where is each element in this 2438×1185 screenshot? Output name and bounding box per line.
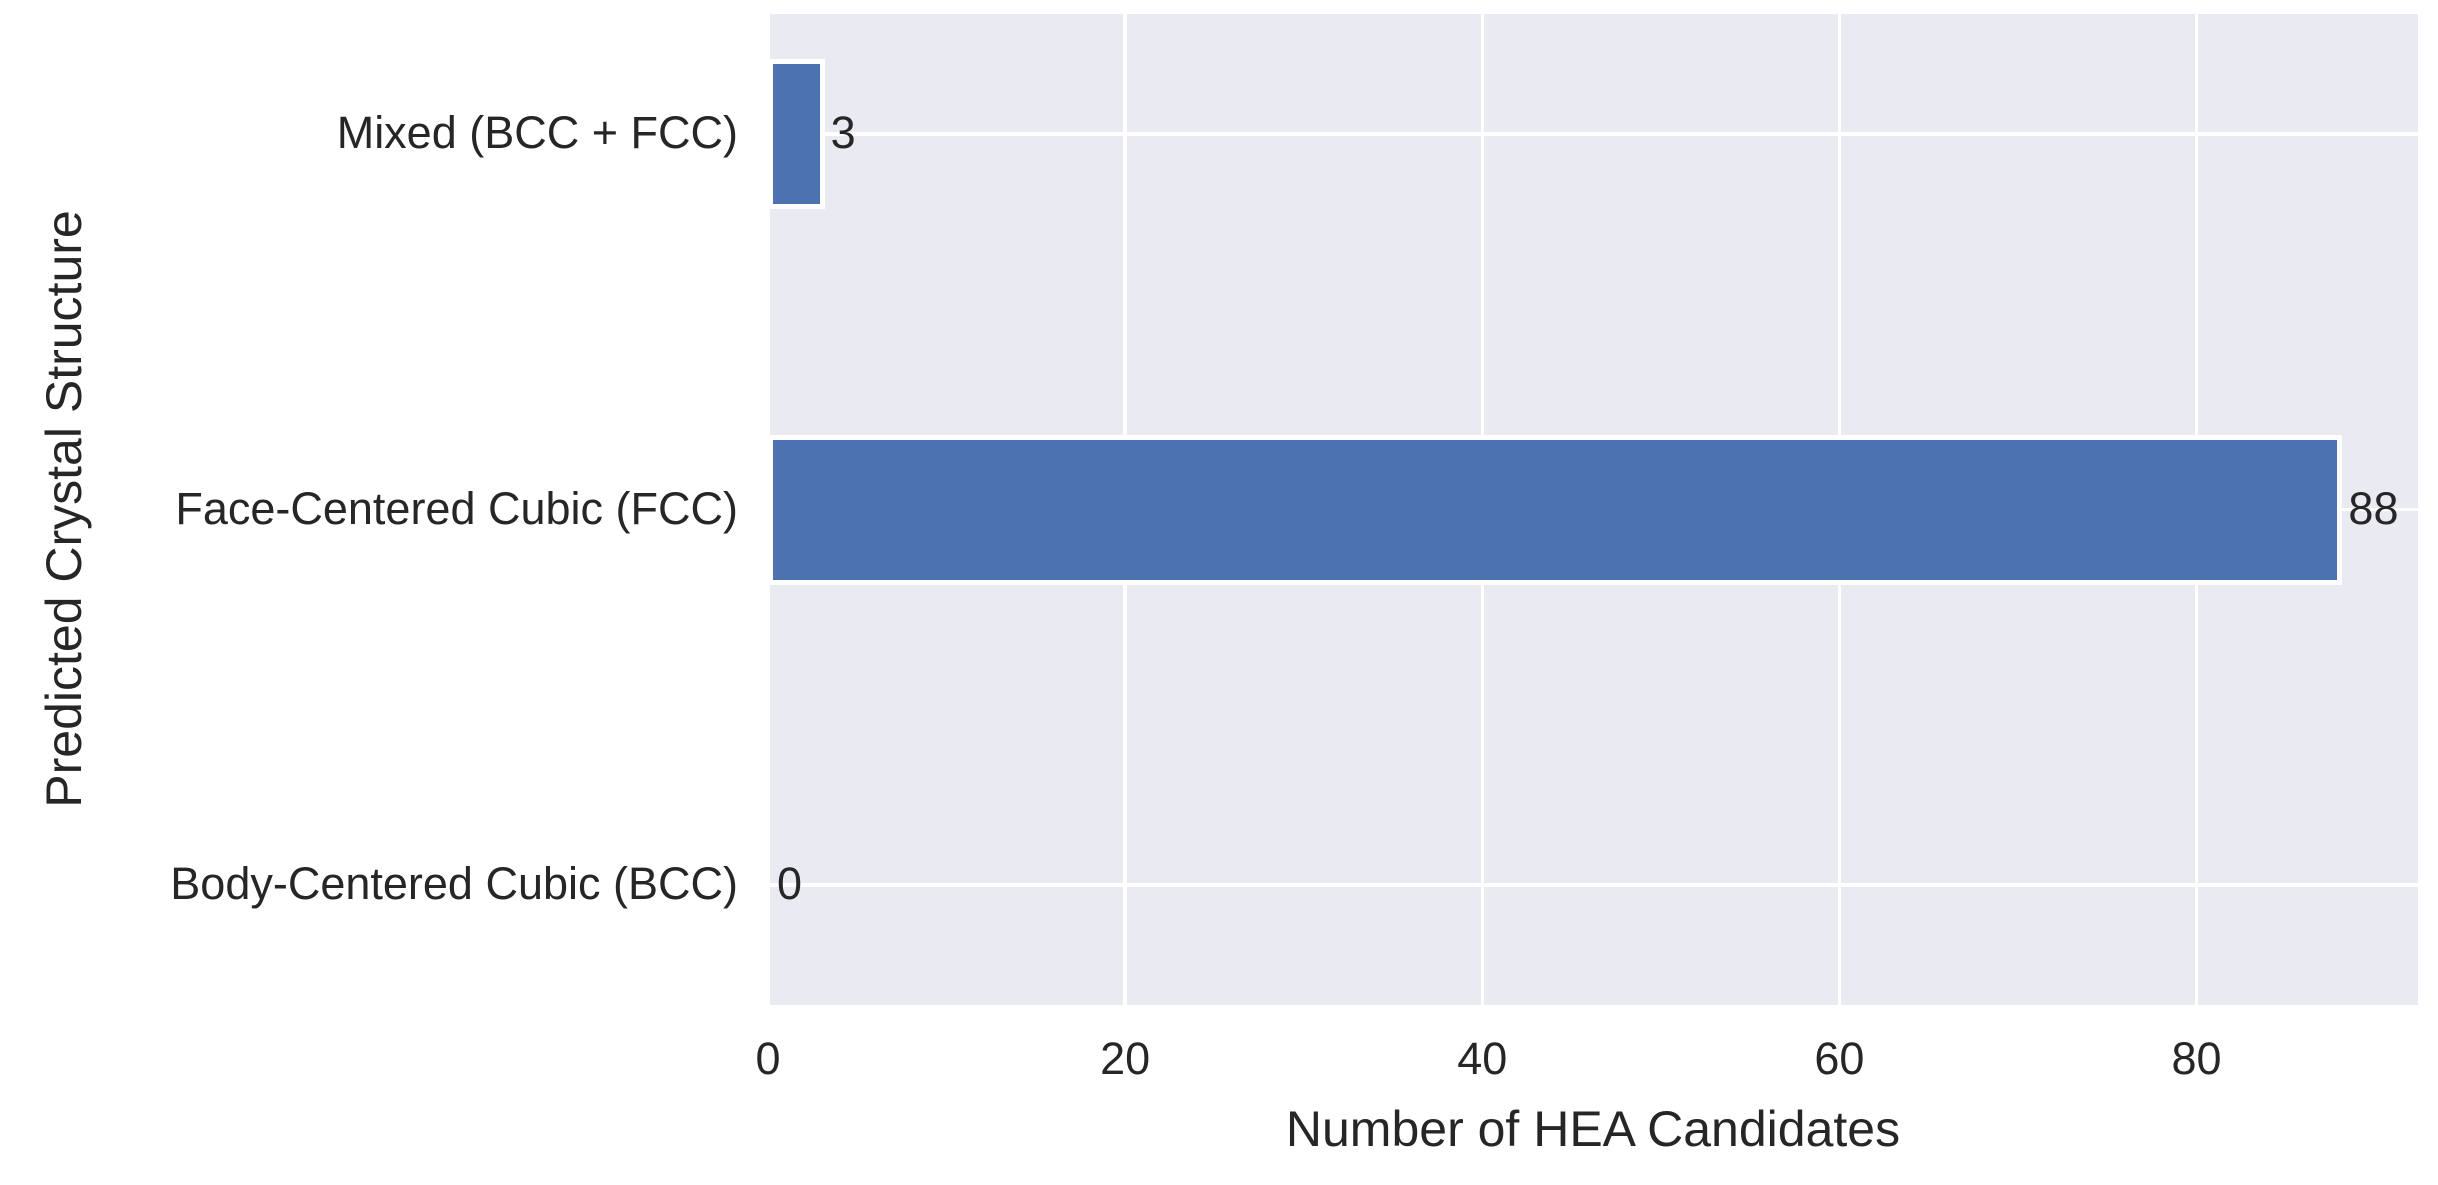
x-tick-label: 0 <box>755 1033 781 1084</box>
bar-value-label: 88 <box>2348 482 2399 534</box>
x-tick-label: 60 <box>1814 1033 1865 1084</box>
bar-value-label: 0 <box>777 857 803 909</box>
bar-value-label: 3 <box>830 107 856 159</box>
x-tick-label: 20 <box>1100 1033 1151 1084</box>
category-tick-label: Mixed (BCC + FCC) <box>336 107 738 159</box>
plot-area: 3 88 0 <box>766 14 2418 1005</box>
x-tick-label: 80 <box>2171 1033 2222 1084</box>
y-gridline <box>768 132 2418 136</box>
x-tick-label: 40 <box>1457 1033 1508 1084</box>
bar <box>768 434 2343 585</box>
category-tick-label: Face-Centered Cubic (FCC) <box>175 482 738 534</box>
x-axis-title: Number of HEA Candidates <box>1285 1101 1901 1157</box>
category-tick-label: Body-Centered Cubic (BCC) <box>170 857 738 909</box>
bar <box>768 59 825 210</box>
y-axis-title: Predicted Crystal Structure <box>36 210 92 808</box>
y-gridline <box>768 883 2418 887</box>
